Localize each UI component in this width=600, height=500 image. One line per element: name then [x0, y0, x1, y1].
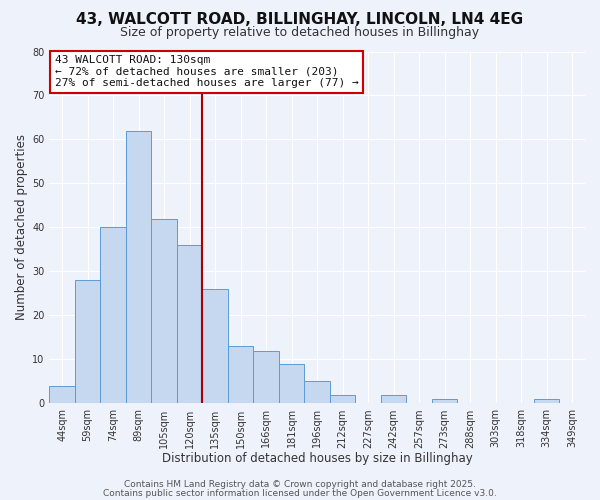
Bar	[49, 386, 75, 404]
Bar	[253, 350, 279, 404]
Bar	[151, 218, 177, 404]
Text: 43 WALCOTT ROAD: 130sqm
← 72% of detached houses are smaller (203)
27% of semi-d: 43 WALCOTT ROAD: 130sqm ← 72% of detache…	[55, 55, 359, 88]
Text: Contains HM Land Registry data © Crown copyright and database right 2025.: Contains HM Land Registry data © Crown c…	[124, 480, 476, 489]
Bar	[75, 280, 100, 404]
Bar	[202, 289, 228, 404]
Bar	[304, 382, 330, 404]
Bar	[330, 394, 355, 404]
Bar	[126, 130, 151, 404]
Bar	[381, 394, 406, 404]
Text: Contains public sector information licensed under the Open Government Licence v3: Contains public sector information licen…	[103, 488, 497, 498]
Y-axis label: Number of detached properties: Number of detached properties	[15, 134, 28, 320]
X-axis label: Distribution of detached houses by size in Billinghay: Distribution of detached houses by size …	[162, 452, 473, 465]
Text: Size of property relative to detached houses in Billinghay: Size of property relative to detached ho…	[121, 26, 479, 39]
Bar	[279, 364, 304, 404]
Text: 43, WALCOTT ROAD, BILLINGHAY, LINCOLN, LN4 4EG: 43, WALCOTT ROAD, BILLINGHAY, LINCOLN, L…	[76, 12, 524, 28]
Bar	[100, 228, 126, 404]
Bar	[432, 399, 457, 404]
Bar	[228, 346, 253, 404]
Bar	[534, 399, 559, 404]
Bar	[177, 245, 202, 404]
